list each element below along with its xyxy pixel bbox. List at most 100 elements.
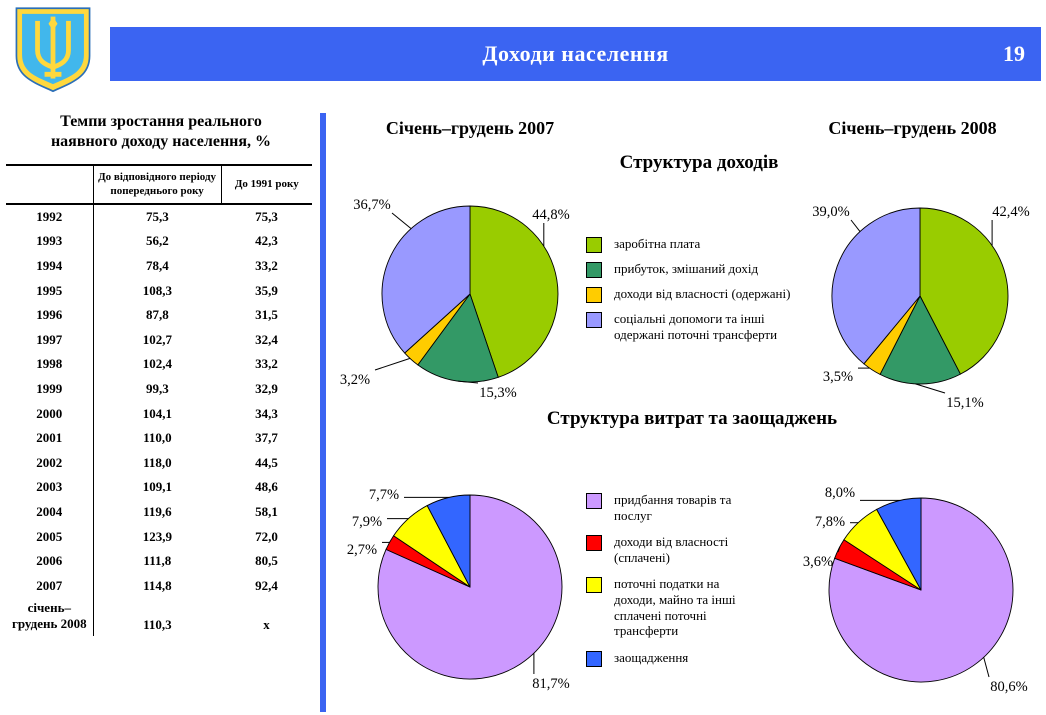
table-cell: 110,3 (143, 616, 172, 632)
table-cell: 42,3 (255, 233, 278, 249)
growth-rates-table: До відповідного періоду попереднього рок… (6, 164, 312, 636)
pie-slice-label: 42,4% (992, 204, 1029, 220)
pie-chart-expense-2007: 81,7% 2,7% 7,9% 7,7% (340, 468, 592, 713)
pie-slice (828, 497, 1014, 683)
table-row: 1995 108,3 35,9 (6, 278, 312, 303)
pie-slice (469, 205, 559, 378)
pie-slice-label: 15,1% (946, 395, 983, 411)
pie-chart-expense-2008: 80,6% 3,6% 7,8% 8,0% (795, 468, 1046, 713)
ukraine-coat-of-arms-icon (15, 7, 91, 93)
table-row: 2002 118,0 44,5 (6, 450, 312, 476)
legend-label: прибуток, змішаний дохід (614, 261, 759, 276)
table-cell: 2001 (6, 425, 94, 451)
pie-slice (381, 205, 471, 354)
pie-slice-label: 3,6% (803, 554, 833, 570)
table-cell: 44,5 (255, 454, 278, 470)
table-cell: 34,3 (255, 405, 278, 421)
table-row: січень–грудень 2008 110,3 х (6, 598, 312, 636)
table-row: 1993 56,2 42,3 (6, 229, 312, 254)
legend-swatch-icon (586, 577, 602, 594)
table-cell: 33,2 (255, 258, 278, 274)
legend-label: придбання товарів та послуг (614, 492, 732, 523)
legend-label: заробітна плата (614, 236, 701, 251)
legend-swatch-icon (586, 493, 602, 509)
table-cell: х (263, 616, 270, 632)
pie-slice (879, 295, 962, 385)
pie-slice-label: 3,2% (340, 372, 370, 388)
table-cell: 102,7 (142, 331, 172, 347)
table-cell: 78,4 (145, 258, 169, 274)
pie-chart-income-2008: 42,4% 15,1% 3,5% 39,0% (796, 190, 1046, 430)
table-cell: 1996 (6, 302, 94, 328)
table-cell: 118,0 (143, 454, 172, 470)
pie-slice (417, 293, 499, 383)
table-cell: 72,0 (255, 528, 278, 544)
vertical-divider (320, 113, 326, 712)
table-cell: 111,8 (143, 553, 172, 569)
period-heading-2007: Січень–грудень 2007 (385, 118, 555, 138)
table-cell: 2007 (6, 573, 94, 599)
expense-section-title: Структура витрат та заощаджень (546, 408, 838, 429)
table-row: 2000 104,1 34,3 (6, 401, 312, 426)
table-cell: 2003 (6, 475, 94, 500)
table-cell: 104,1 (142, 405, 172, 421)
page-number: 19 (1003, 41, 1025, 66)
pie-slice-label: 3,5% (823, 369, 853, 385)
table-cell: 1995 (6, 278, 94, 303)
table-cell: 37,7 (255, 430, 278, 446)
table-cell: 87,8 (145, 307, 169, 323)
column-header-year (6, 164, 94, 205)
table-cell: 92,4 (255, 577, 278, 593)
table-row: 2006 111,8 80,5 (6, 548, 312, 574)
table-cell: січень–грудень 2008 (6, 598, 94, 636)
table-cell: 2004 (6, 499, 94, 525)
pie-slice (377, 494, 563, 680)
legend-item: доходи від власності (сплачені) (586, 534, 764, 565)
table-cell: 80,5 (255, 553, 278, 569)
legend-item: поточні податки на доходи, майно та інші… (586, 576, 764, 638)
legend-item: заробітна плата (586, 236, 794, 253)
table-cell: 56,2 (145, 233, 169, 249)
legend-swatch-icon (586, 650, 602, 667)
pie-leader-line (915, 383, 946, 394)
table-row: 2007 114,8 92,4 (6, 573, 312, 599)
pie-slice-label: 39,0% (812, 204, 849, 220)
legend-swatch-icon (586, 535, 602, 552)
pie-slice-label: 2,7% (347, 542, 377, 558)
legend-label: заощадження (614, 649, 689, 665)
table-cell: 2006 (6, 548, 94, 574)
table-cell: 119,6 (143, 504, 172, 520)
table-cell: 2005 (6, 524, 94, 549)
pie-leader-line (374, 357, 411, 371)
table-cell: 123,9 (142, 528, 172, 544)
table-row: 2001 110,0 37,7 (6, 425, 312, 451)
legend-item: доходи від власності (одержані) (586, 286, 794, 303)
table-cell: 110,0 (143, 430, 172, 446)
pie-leader-line (983, 657, 990, 678)
table-row: 1996 87,8 31,5 (6, 302, 312, 328)
table-cell: 32,4 (255, 331, 278, 347)
table-row: 1999 99,3 32,9 (6, 376, 312, 402)
legend-item: придбання товарів та послуг (586, 492, 764, 523)
pie-leader-line (457, 380, 479, 384)
table-cell: 99,3 (145, 381, 169, 397)
pie-slice-label: 44,8% (532, 207, 569, 223)
pie-slice-label: 7,9% (352, 514, 382, 530)
table-cell: 1999 (6, 376, 94, 402)
pie-slice-label: 15,3% (479, 385, 516, 401)
table-row: 1994 78,4 33,2 (6, 253, 312, 279)
table-cell: 1992 (6, 203, 94, 230)
table-cell: 2002 (6, 450, 94, 476)
pie-chart-income-2007: 44,8% 15,3% 3,2% 36,7% (340, 190, 592, 430)
legend-swatch-icon (586, 262, 602, 278)
table-cell: 114,8 (143, 577, 172, 593)
income-legend: заробітна плата прибуток, змішаний дохід д… (586, 236, 794, 342)
income-section-title: Структура доходів (619, 152, 779, 173)
table-cell: 1994 (6, 253, 94, 279)
pie-slice-label: 7,8% (815, 514, 845, 530)
pie-slice-label: 80,6% (990, 679, 1027, 695)
table-row: 1997 102,7 32,4 (6, 327, 312, 353)
legend-swatch-icon (586, 312, 602, 328)
pie-slice-label: 8,0% (825, 485, 855, 501)
table-cell: 75,3 (255, 208, 278, 224)
